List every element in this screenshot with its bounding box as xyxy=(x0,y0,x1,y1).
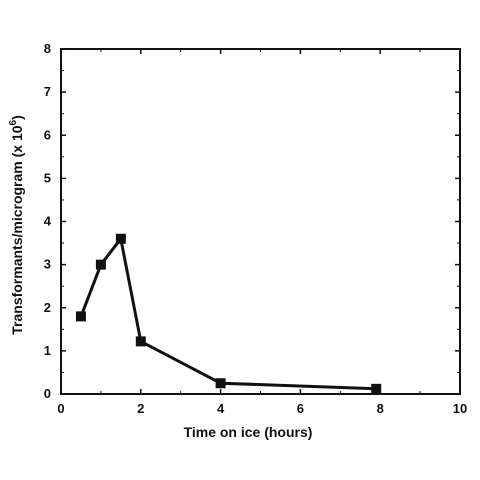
x-tick-label: 8 xyxy=(377,401,384,416)
y-axis-title-text: Transformants/microgram (x 10 xyxy=(9,125,25,335)
data-point-marker xyxy=(95,259,106,270)
y-tick-label: 3 xyxy=(44,257,51,272)
x-axis-title: Time on ice (hours) xyxy=(184,424,313,440)
x-tick-label: 0 xyxy=(57,401,64,416)
data-point-marker xyxy=(75,311,86,322)
x-axis-ticks: 0 2 4 6 8 10 xyxy=(57,49,467,416)
plot-frame xyxy=(60,48,461,395)
data-point-marker xyxy=(135,336,146,347)
data-point-marker xyxy=(115,233,126,244)
y-tick-label: 8 xyxy=(44,41,51,56)
y-axis-ticks: 0 1 2 3 4 5 6 7 8 xyxy=(44,41,460,401)
y-axis-title-close: ) xyxy=(9,115,25,120)
x-tick-label: 2 xyxy=(137,401,144,416)
y-tick-label: 5 xyxy=(44,170,51,185)
y-tick-label: 7 xyxy=(44,84,51,99)
y-tick-label: 4 xyxy=(44,214,52,229)
x-tick-label: 6 xyxy=(297,401,304,416)
x-tick-label: 10 xyxy=(453,401,467,416)
y-tick-label: 6 xyxy=(44,127,51,142)
y-axis-title: Transformants/microgram (x 106) xyxy=(8,115,25,335)
data-point-marker xyxy=(371,383,382,394)
series-line xyxy=(79,237,377,391)
y-tick-label: 1 xyxy=(44,343,51,358)
y-tick-label: 0 xyxy=(44,386,51,401)
y-axis-title-exponent: 6 xyxy=(8,119,19,125)
y-tick-label: 2 xyxy=(44,300,51,315)
data-point-marker xyxy=(215,378,226,389)
x-tick-label: 4 xyxy=(217,401,225,416)
data-series xyxy=(75,233,382,394)
